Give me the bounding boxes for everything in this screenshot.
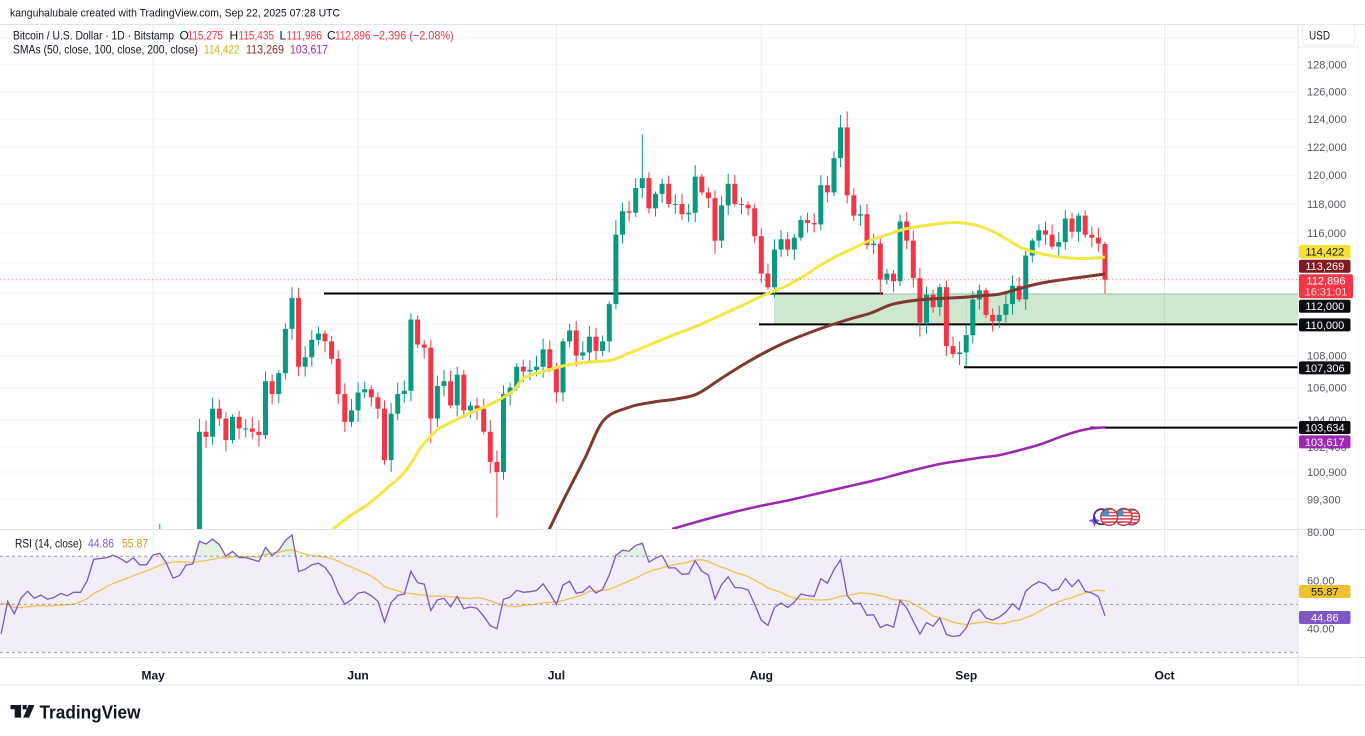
svg-text:60.00: 60.00 [1307,575,1335,587]
svg-text:USD: USD [1309,29,1330,43]
svg-text:40.00: 40.00 [1307,624,1335,636]
svg-text:103,617: 103,617 [1305,437,1345,449]
svg-text:80.00: 80.00 [1307,527,1335,539]
svg-text:44.86: 44.86 [88,537,114,551]
svg-text:−2,396 (−2.08%): −2,396 (−2.08%) [373,29,454,43]
svg-text:126,000: 126,000 [1307,87,1347,99]
svg-text:110,000: 110,000 [1305,320,1344,332]
svg-text:112,896: 112,896 [335,29,371,43]
svg-text:128,000: 128,000 [1307,60,1347,72]
svg-text:114,422: 114,422 [204,43,240,57]
svg-text:112,000: 112,000 [1305,301,1344,313]
svg-text:103,617: 103,617 [290,43,328,57]
svg-text:RSI (14, close): RSI (14, close) [15,537,82,551]
svg-text:106,000: 106,000 [1307,383,1347,395]
svg-text:115,275: 115,275 [188,29,224,43]
svg-text:99,300: 99,300 [1307,494,1341,506]
svg-text:111,986: 111,986 [287,29,323,43]
svg-text:115,435: 115,435 [239,29,275,43]
svg-text:55.87: 55.87 [122,537,148,551]
svg-text:O: O [180,29,189,43]
svg-text:103,634: 103,634 [1305,422,1345,434]
svg-text:16:31:01: 16:31:01 [1305,287,1348,299]
svg-text:118,000: 118,000 [1307,199,1346,211]
svg-text:H: H [230,29,239,43]
svg-text:124,000: 124,000 [1307,114,1347,126]
svg-text:Sep: Sep [955,669,977,683]
svg-text:100,900: 100,900 [1307,467,1347,479]
svg-text:113,269: 113,269 [1305,261,1344,273]
svg-text:116,000: 116,000 [1307,228,1346,240]
svg-text:122,000: 122,000 [1307,142,1347,154]
svg-text:112,896: 112,896 [1307,275,1346,287]
svg-text:TradingView: TradingView [40,702,142,723]
svg-text:Bitcoin / U.S. Dollar · 1D · B: Bitcoin / U.S. Dollar · 1D · Bitstamp [13,29,174,43]
svg-text:55.87: 55.87 [1311,586,1339,598]
svg-text:Jul: Jul [548,669,565,683]
svg-text:107,306: 107,306 [1305,363,1345,375]
svg-text:Jun: Jun [347,669,368,683]
svg-text:120,000: 120,000 [1307,170,1347,182]
svg-text:May: May [142,669,166,683]
svg-text:113,269: 113,269 [246,43,284,57]
svg-text:kanguhalubale created with Tra: kanguhalubale created with TradingView.c… [10,8,340,20]
svg-text:Oct: Oct [1154,669,1174,683]
svg-text:44.86: 44.86 [1311,612,1339,624]
svg-text:Aug: Aug [750,669,773,683]
svg-text:108,000: 108,000 [1307,351,1347,363]
svg-text:114,422: 114,422 [1305,247,1344,259]
svg-text:L: L [280,29,287,43]
svg-text:C: C [327,29,336,43]
svg-text:SMAs (50, close, 100, close, 2: SMAs (50, close, 100, close, 200, close) [13,43,198,57]
